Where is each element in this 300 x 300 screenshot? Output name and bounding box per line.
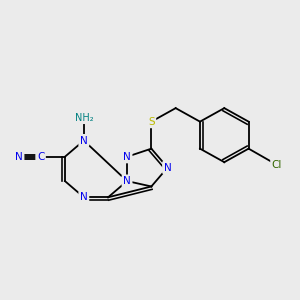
Text: NH₂: NH₂ [74, 112, 93, 123]
Text: N: N [123, 176, 131, 186]
Text: Cl: Cl [272, 160, 282, 170]
Text: S: S [148, 117, 155, 127]
Text: N: N [164, 163, 171, 172]
Text: N: N [15, 152, 23, 162]
Text: N: N [123, 152, 131, 162]
Text: N: N [80, 192, 88, 202]
Text: N: N [80, 136, 88, 146]
Text: C: C [37, 152, 44, 162]
